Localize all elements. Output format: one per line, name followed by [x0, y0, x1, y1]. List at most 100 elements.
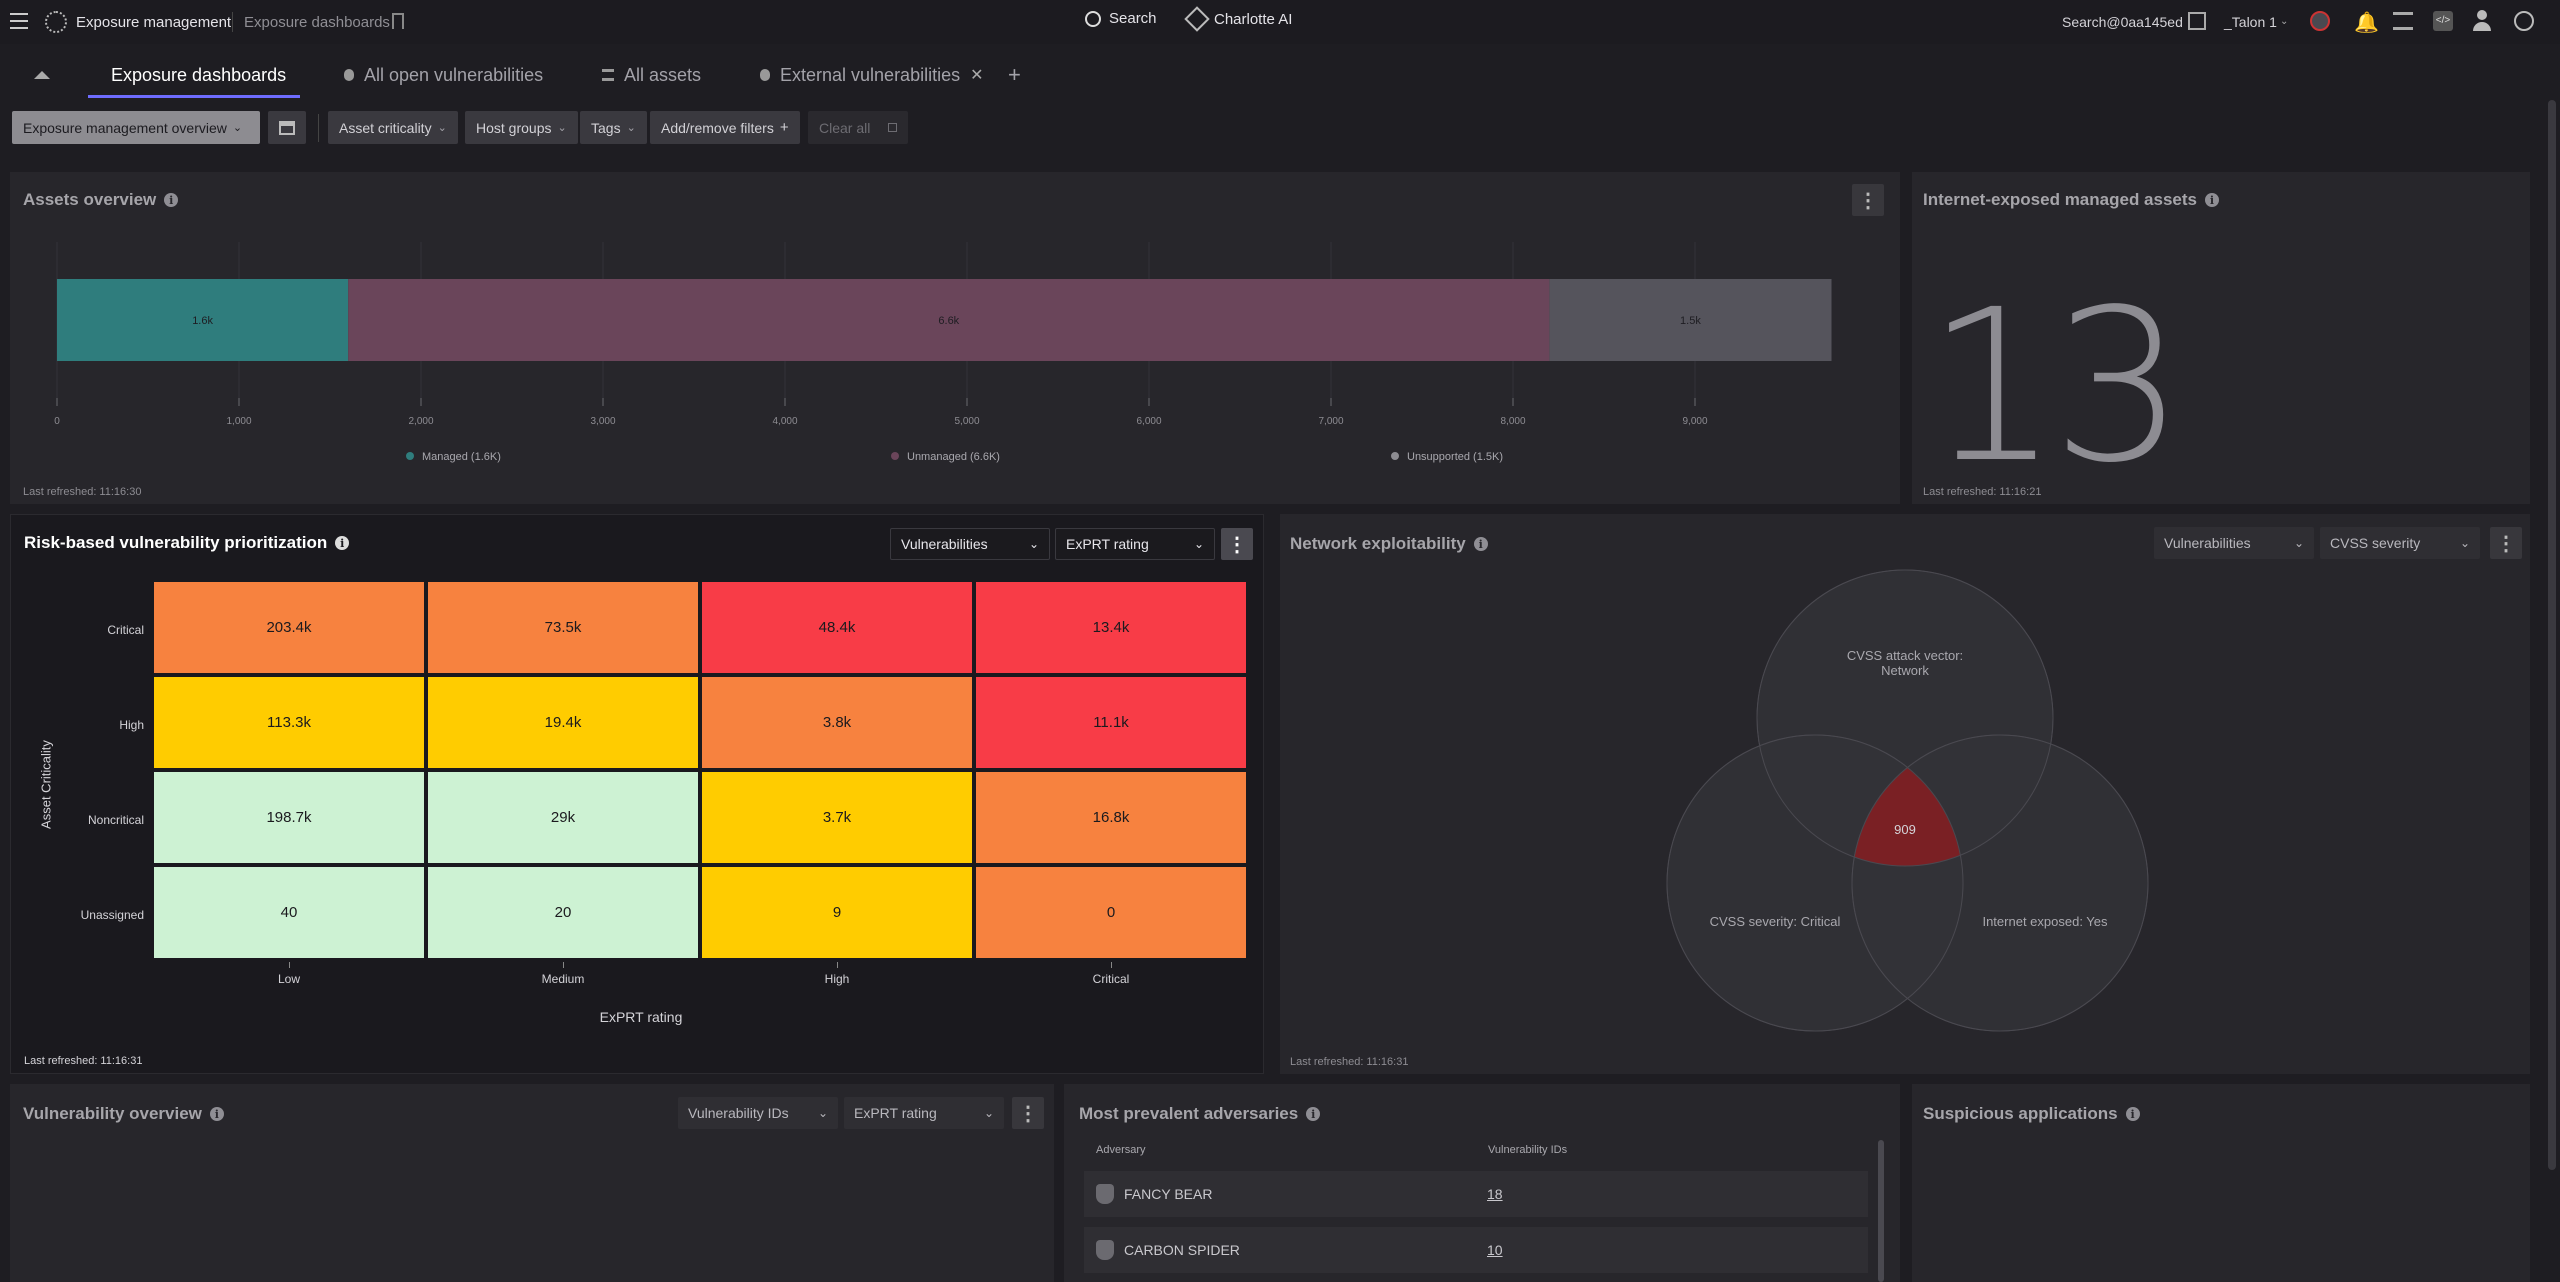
close-icon[interactable]: ✕ — [970, 67, 984, 84]
tenant-select[interactable]: _Talon 1 — [2224, 14, 2277, 30]
menu-icon[interactable] — [10, 13, 28, 29]
legend-label[interactable]: Unsupported (1.5K) — [1407, 451, 1503, 463]
breadcrumb[interactable]: Exposure dashboards — [244, 14, 390, 31]
heatmap-cell[interactable]: 9 — [702, 867, 972, 958]
vulnerability-count-link[interactable]: 18 — [1487, 1186, 1503, 1202]
panel-menu-button[interactable]: ⋮ — [2490, 527, 2522, 559]
info-icon[interactable]: i — [2125, 1107, 2140, 1121]
search-icon — [1085, 10, 1101, 27]
vulnerability-count-link[interactable]: 10 — [1487, 1242, 1503, 1258]
asset-criticality-filter[interactable]: Asset criticality ⌄ — [328, 111, 458, 144]
heatmap-cell[interactable]: 16.8k — [976, 772, 1246, 863]
heatmap-cell[interactable]: 113.3k — [154, 677, 424, 768]
search-button[interactable]: Search — [1085, 10, 1157, 27]
x-tick-label: 0 — [54, 416, 60, 427]
user-icon[interactable] — [2472, 10, 2492, 32]
filter-label: Tags — [591, 119, 621, 136]
add-remove-filters-button[interactable]: Add/remove filters + — [650, 111, 800, 144]
add-tab-button[interactable]: + — [1008, 62, 1021, 87]
x-tick-label: 8,000 — [1500, 416, 1525, 427]
adversary-name[interactable]: FANCY BEAR — [1124, 1186, 1213, 1202]
home-tab[interactable] — [34, 52, 50, 98]
network-exploitability-panel: Network exploitability i Vulnerabilities… — [1280, 514, 2530, 1074]
heatmap-cell[interactable]: 20 — [428, 867, 698, 958]
venn-intersection[interactable] — [1852, 735, 2148, 1031]
scrollbar[interactable] — [1878, 1140, 1884, 1282]
column-header-vulnerability-ids[interactable]: Vulnerability IDs — [1488, 1144, 1568, 1156]
table-row[interactable]: FANCY BEAR 18 — [1084, 1171, 1868, 1217]
heatmap-cell[interactable]: 3.7k — [702, 772, 972, 863]
heatmap-cell[interactable]: 11.1k — [976, 677, 1246, 768]
severity-select[interactable]: CVSS severity ⌄ — [2320, 527, 2480, 559]
dashboard-select[interactable]: Exposure management overview ⌄ — [12, 111, 260, 144]
risk-matrix-panel: Risk-based vulnerability prioritization … — [10, 514, 1264, 1074]
tab-exposure-dashboards[interactable]: Exposure dashboards — [111, 52, 286, 98]
heatmap-cell[interactable]: 40 — [154, 867, 424, 958]
heatmap-cell[interactable]: 3.8k — [702, 677, 972, 768]
tab-external-vulnerabilities[interactable]: External vulnerabilities ✕ — [760, 52, 984, 98]
panel-title-text: Risk-based vulnerability prioritization — [24, 533, 328, 552]
layout-button[interactable] — [268, 111, 306, 144]
heatmap-cell[interactable]: 198.7k — [154, 772, 424, 863]
chevron-down-icon: ⌄ — [983, 1106, 994, 1120]
table-row[interactable]: CARBON SPIDER 10 — [1084, 1227, 1868, 1273]
x-tick-mark — [289, 962, 290, 968]
dashboard-select-label: Exposure management overview — [23, 119, 227, 136]
adversary-name[interactable]: CARBON SPIDER — [1124, 1242, 1240, 1258]
grid-icon[interactable] — [2188, 12, 2206, 30]
select-label: ExPRT rating — [854, 1105, 937, 1121]
tags-filter[interactable]: Tags ⌄ — [580, 111, 647, 144]
bookmark-icon[interactable] — [392, 13, 404, 29]
panel-title: Internet-exposed managed assets i — [1923, 190, 2219, 210]
panel-menu-button[interactable]: ⋮ — [1012, 1097, 1044, 1129]
chevron-down-icon: ⌄ — [232, 122, 243, 134]
internet-exposed-panel: Internet-exposed managed assets i 13 Las… — [1912, 172, 2530, 504]
info-icon[interactable]: i — [1306, 1107, 1321, 1121]
bar-segment[interactable] — [57, 279, 349, 361]
legend-label[interactable]: Unmanaged (6.6K) — [907, 451, 1000, 463]
code-icon[interactable]: </> — [2433, 11, 2453, 31]
info-icon[interactable]: i — [335, 536, 350, 550]
legend-swatch — [406, 452, 414, 460]
heatmap-cell[interactable]: 48.4k — [702, 582, 972, 673]
layers-icon[interactable] — [2393, 12, 2413, 30]
theme-icon[interactable] — [2514, 11, 2534, 31]
heatmap-cell[interactable]: 19.4k — [428, 677, 698, 768]
heatmap-cell[interactable]: 0 — [976, 867, 1246, 958]
heatmap-cell[interactable]: 13.4k — [976, 582, 1246, 673]
bar-segment[interactable] — [348, 279, 1550, 361]
bar-segment[interactable] — [1549, 279, 1832, 361]
heatmap-cell[interactable]: 203.4k — [154, 582, 424, 673]
panel-menu-button[interactable]: ⋮ — [1852, 184, 1884, 216]
user-email[interactable]: Search@0aa145ed — [2062, 14, 2183, 30]
heatmap-cell[interactable]: 73.5k — [428, 582, 698, 673]
heatmap-cell[interactable]: 29k — [428, 772, 698, 863]
select-label: Vulnerabilities — [2164, 535, 2251, 551]
bell-icon[interactable]: 🔔 — [2354, 12, 2379, 34]
tab-all-assets[interactable]: All assets — [602, 52, 701, 98]
rating-select[interactable]: ExPRT rating ⌄ — [1055, 528, 1215, 560]
info-icon[interactable]: i — [209, 1107, 224, 1121]
page-scrollbar[interactable] — [2548, 100, 2556, 1170]
legend-label[interactable]: Managed (1.6K) — [422, 451, 501, 463]
layout-icon — [279, 120, 295, 135]
metric-select[interactable]: Vulnerabilities ⌄ — [2154, 527, 2314, 559]
panel-title: Suspicious applications i — [1923, 1104, 2140, 1124]
host-groups-filter[interactable]: Host groups ⌄ — [465, 111, 578, 144]
rating-select[interactable]: ExPRT rating ⌄ — [844, 1097, 1004, 1129]
active-tab-indicator — [88, 95, 300, 98]
exposed-count: 13 — [1926, 264, 2185, 509]
clear-all-button[interactable]: Clear all — [808, 111, 909, 144]
shield-icon[interactable] — [2310, 11, 2330, 31]
info-icon[interactable]: i — [2204, 193, 2219, 207]
venn-label-internet: Internet exposed: Yes — [1982, 914, 2108, 929]
id-select[interactable]: Vulnerability IDs ⌄ — [678, 1097, 838, 1129]
panel-menu-button[interactable]: ⋮ — [1221, 528, 1253, 560]
info-icon[interactable]: i — [164, 193, 179, 207]
info-icon[interactable]: i — [1473, 537, 1488, 551]
tab-all-open-vulnerabilities[interactable]: All open vulnerabilities — [344, 52, 543, 98]
charlotte-ai-button[interactable]: Charlotte AI — [1184, 6, 1292, 32]
x-tick-label: 3,000 — [590, 416, 615, 427]
metric-select[interactable]: Vulnerabilities ⌄ — [890, 528, 1050, 560]
column-header-adversary[interactable]: Adversary — [1096, 1144, 1146, 1156]
